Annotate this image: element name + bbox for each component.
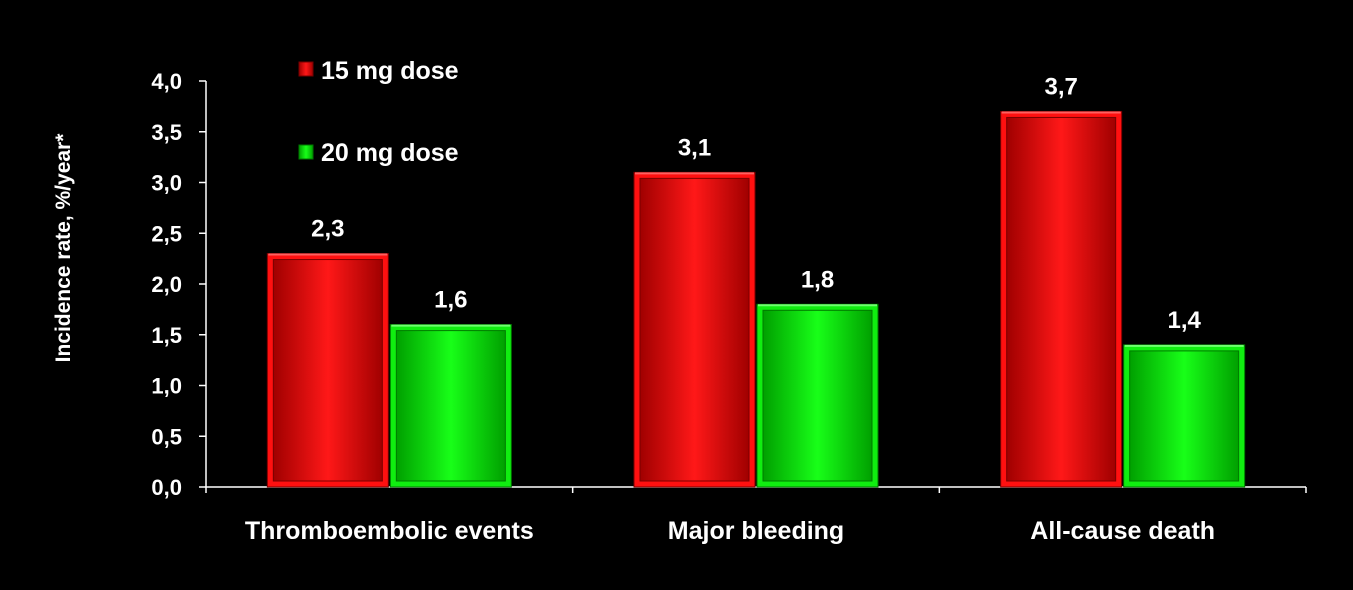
- data-label: 1,4: [1167, 307, 1201, 334]
- bar-15mg: [1000, 110, 1123, 488]
- y-tick-label: 1,5: [151, 323, 182, 348]
- data-label: 3,7: [1044, 73, 1077, 100]
- legend-swatch-15mg: [298, 61, 314, 77]
- bar-20mg: [756, 303, 879, 488]
- y-tick-label: 3,0: [151, 171, 182, 196]
- x-tick-label: All-cause death: [1030, 517, 1215, 545]
- y-tick-label: 2,0: [151, 272, 182, 297]
- legend-label-20mg: 20 mg dose: [321, 139, 459, 167]
- x-axis: Thromboembolic events Major bleeding All-c…: [205, 486, 1307, 545]
- bar-bevel: [639, 177, 750, 482]
- y-tick-label: 4,0: [151, 69, 182, 94]
- bar-bevel: [1129, 350, 1240, 482]
- x-tick-label: Major bleeding: [668, 517, 844, 545]
- x-tick-label: Thromboembolic events: [245, 517, 534, 545]
- data-label: 1,8: [801, 266, 834, 293]
- y-tick-label: 1,0: [151, 374, 182, 399]
- y-axis: 0,0 0,5 1,0 1,5 2,0 2,5 3,0 3,5 4,0: [151, 69, 207, 500]
- data-labels: 2,3 1,6 3,1 1,8 3,7 1,4: [311, 73, 1201, 333]
- bar-bevel: [762, 309, 873, 482]
- bar-bevel: [1006, 116, 1117, 482]
- bar-bevel: [395, 330, 506, 482]
- bar-15mg: [633, 171, 756, 488]
- legend-swatch-20mg: [298, 144, 314, 160]
- bars: [266, 110, 1246, 488]
- data-label: 2,3: [311, 216, 344, 243]
- bar-15mg: [266, 253, 389, 488]
- legend-label-15mg: 15 mg dose: [321, 57, 459, 85]
- bar-20mg: [389, 324, 512, 488]
- y-tick-label: 3,5: [151, 120, 182, 145]
- data-label: 1,6: [434, 287, 467, 314]
- bar-bevel: [272, 259, 383, 482]
- data-label: 3,1: [678, 134, 711, 161]
- y-tick-label: 0,5: [151, 424, 182, 449]
- y-tick-label: 2,5: [151, 221, 182, 246]
- y-axis-label: Incidence rate, %/year*: [52, 133, 75, 363]
- legend: 15 mg dose 20 mg dose: [298, 57, 459, 167]
- bar-20mg: [1123, 344, 1246, 488]
- y-tick-label: 0,0: [151, 475, 182, 500]
